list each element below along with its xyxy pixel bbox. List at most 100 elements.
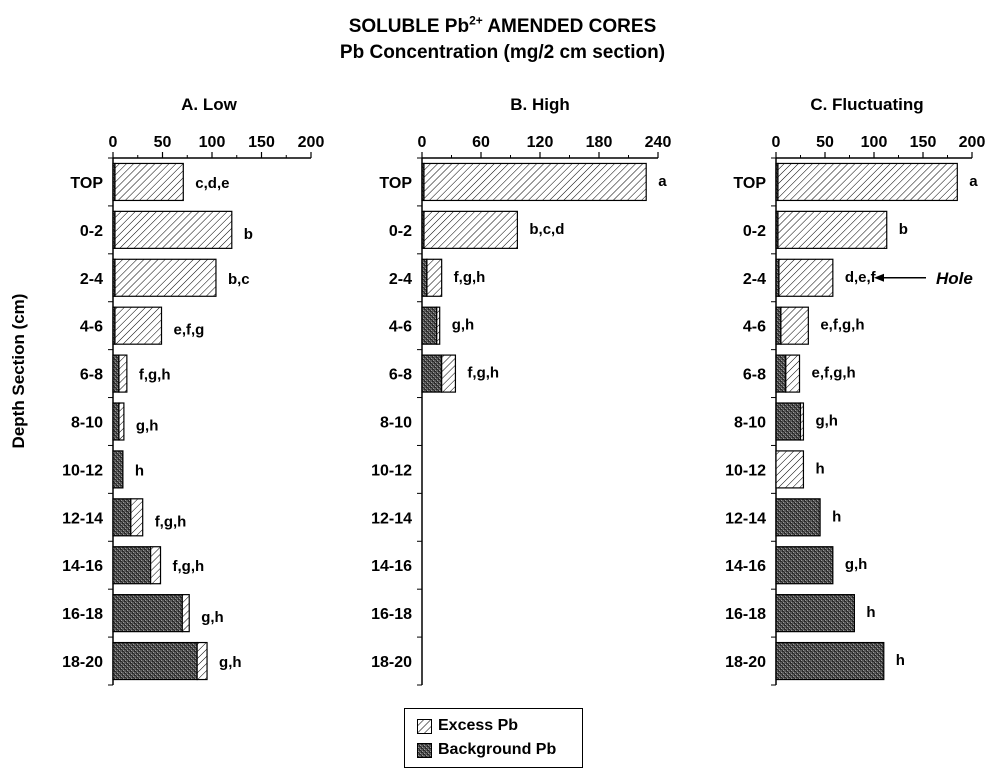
significance-letters: b [244,226,253,243]
bar-excess-pb [777,210,888,249]
significance-letters: g,h [136,418,159,435]
panel-title: B. High [510,95,570,114]
bar-excess-pb [150,546,162,585]
y-tick-label: TOP [70,175,103,192]
bar-background-pb [775,498,821,537]
significance-letters: h [832,508,841,525]
y-tick-label: 12-14 [725,510,766,527]
chart-subtitle: Pb Concentration (mg/2 cm section) [339,42,666,63]
bar-background-pb [112,402,120,441]
hatch-swatch-icon [417,718,432,734]
y-tick-label: 0-2 [80,223,103,240]
bar-excess-pb [436,306,441,345]
bar-excess-pb [114,306,163,345]
bar-excess-pb [423,162,647,202]
x-tick-label: 50 [816,134,834,151]
bar-background-pb [775,546,834,585]
bar-excess-pb [118,354,128,393]
y-tick-label: 6-8 [80,367,103,384]
y-tick-label: 6-8 [743,367,766,384]
significance-letters: e,f,g,h [812,365,856,382]
significance-letters: b,c [228,271,250,288]
y-tick-label: 2-4 [389,271,412,288]
y-tick-label: 6-8 [389,367,412,384]
y-tick-label: 8-10 [380,415,412,432]
bar-excess-pb [775,450,805,489]
legend-item-excess: Excess Pb [417,715,518,737]
bar-excess-pb [181,594,190,633]
panel-2: B. High 0 60 120 180 240 TOP a 0-2 b,c,d 2-4 f,g,h 4… [371,95,672,686]
legend-item-background: Background Pb [417,739,556,761]
y-tick-label: 8-10 [71,415,103,432]
x-tick-label: 0 [109,134,118,151]
bar-excess-pb [423,210,518,249]
y-tick-label: 10-12 [725,462,766,479]
bar-background-pb [421,354,443,393]
bar-background-pb [112,546,152,585]
significance-letters: c,d,e [195,175,229,192]
bar-excess-pb [778,258,834,297]
x-tick-label: 100 [199,134,226,151]
bar-background-pb [112,641,198,681]
y-tick-label: 10-12 [371,462,412,479]
bar-excess-pb [114,162,184,202]
bar-excess-pb [130,498,144,537]
significance-letters: f,g,h [155,513,187,530]
bar-excess-pb [196,641,208,681]
bar-background-pb [775,641,885,681]
y-tick-label: 2-4 [80,271,103,288]
significance-letters: g,h [452,317,475,334]
crosshatch-swatch-icon [417,742,432,758]
x-tick-label: 60 [472,134,490,151]
bar-background-pb [775,354,787,393]
x-tick-label: 120 [527,134,554,151]
panel-3: C. Fluctuating 0 50 100 150 200 TOP a 0-2 b 2-4 d,e… [725,95,985,686]
y-tick-label: 14-16 [62,558,103,575]
y-tick-label: 12-14 [371,510,412,527]
y-tick-label: 4-6 [80,319,103,336]
panel-title: C. Fluctuating [810,95,923,114]
bar-excess-pb [114,210,233,249]
significance-letters: f,g,h [467,365,499,382]
x-tick-label: 150 [910,134,937,151]
y-tick-label: 8-10 [734,415,766,432]
x-tick-label: 100 [861,134,888,151]
significance-letters: h [866,604,875,621]
arrow-head-icon [874,273,884,282]
y-tick-label: 0-2 [743,223,766,240]
panel-1: A. Low 0 50 100 150 200 TOP c,d,e 0-2 b 2-4 b,c 4-6 e… [62,95,324,686]
y-tick-label: 16-18 [371,606,412,623]
significance-letters: a [969,173,978,190]
bar-background-pb [112,354,120,393]
bar-background-pb [112,450,124,489]
significance-letters: g,h [201,609,224,626]
bar-background-pb [421,258,428,297]
bar-excess-pb [785,354,801,393]
bar-excess-pb [441,354,457,393]
bar-excess-pb [777,162,958,202]
bar-excess-pb [114,258,217,297]
y-tick-label: 18-20 [725,654,766,671]
y-tick-label: TOP [733,175,766,192]
significance-letters: b,c,d [529,221,564,238]
x-tick-label: 240 [645,134,672,151]
x-tick-label: 0 [418,134,427,151]
y-tick-label: TOP [379,175,412,192]
significance-letters: h [815,460,824,477]
significance-letters: h [896,652,905,669]
bar-excess-pb [118,402,125,441]
chart-title: SOLUBLE Pb2+ AMENDED CORES [348,13,657,37]
y-tick-label: 12-14 [62,510,103,527]
significance-letters: g,h [845,556,868,573]
bar-background-pb [775,594,856,633]
bar-excess-pb [780,306,809,345]
x-tick-label: 50 [154,134,172,151]
x-tick-label: 0 [772,134,781,151]
y-tick-label: 18-20 [62,654,103,671]
bar-excess-pb [799,402,805,441]
bar-background-pb [421,306,438,345]
y-axis-label: Depth Section (cm) [9,294,28,449]
significance-letters: d,e,f [845,269,877,286]
significance-letters: b [899,221,908,238]
